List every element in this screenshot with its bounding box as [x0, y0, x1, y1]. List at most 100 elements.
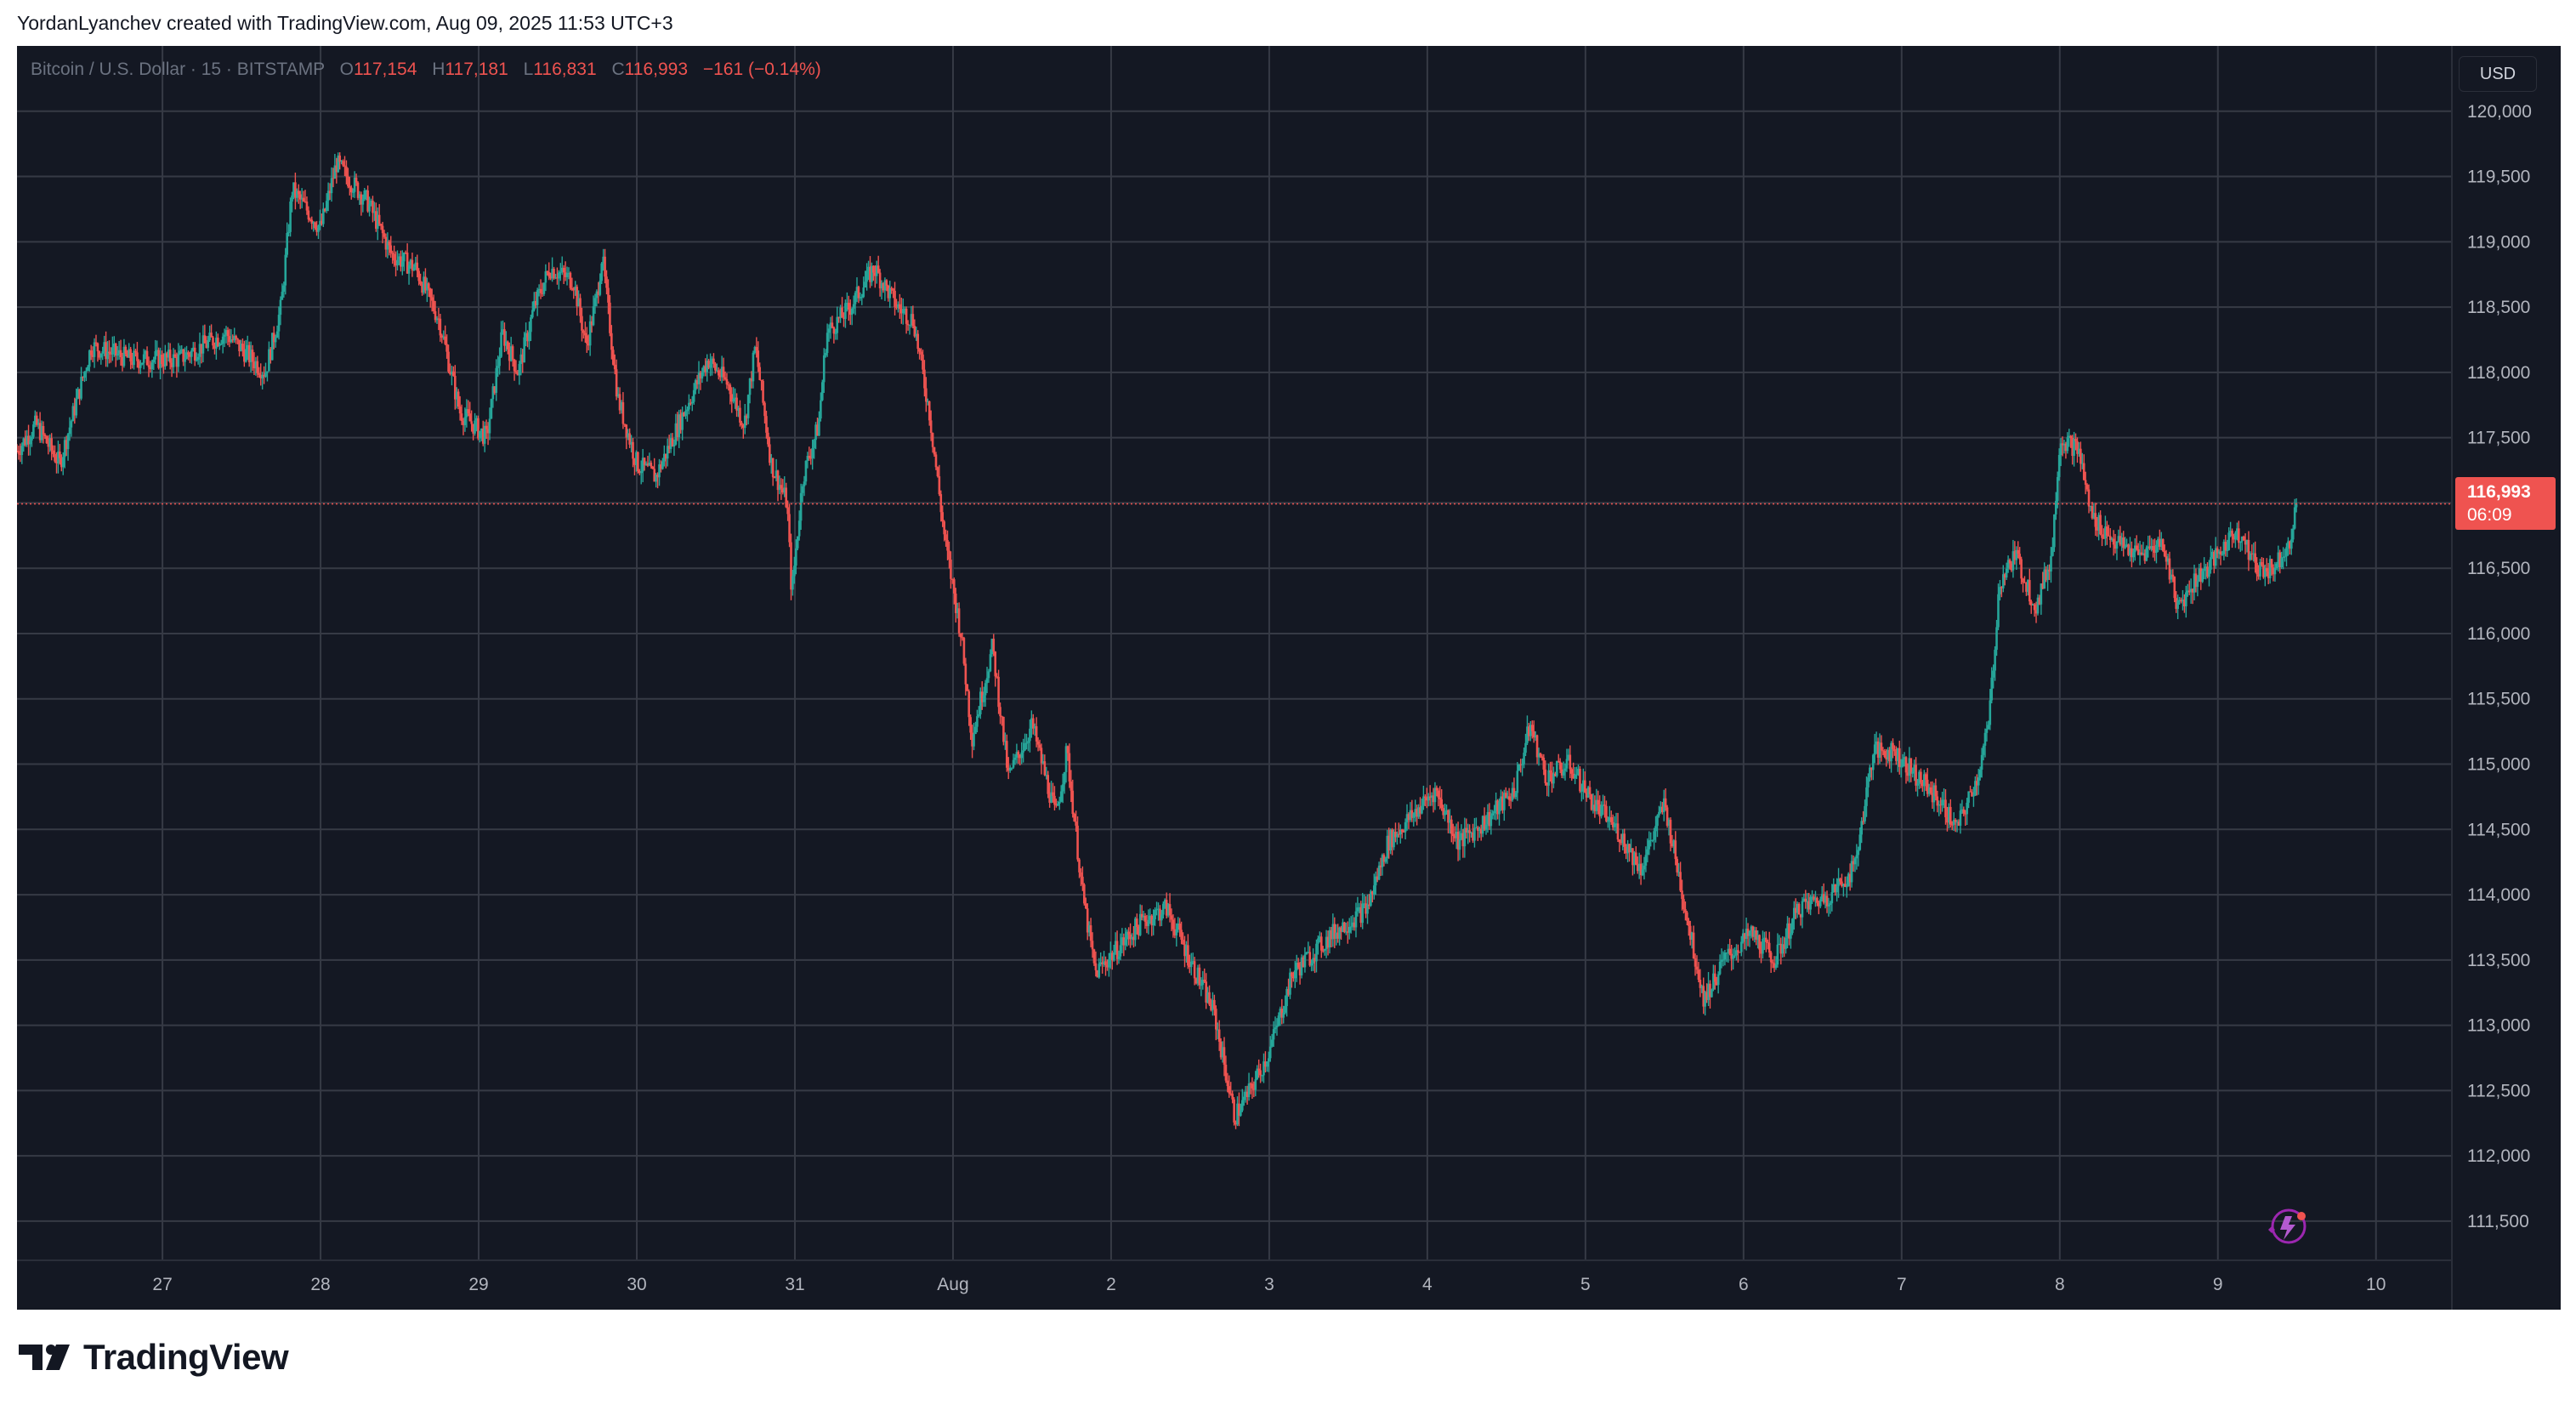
candle-body — [223, 334, 226, 337]
candle-body — [1792, 907, 1796, 919]
candle-body — [984, 683, 987, 696]
candle-body — [1131, 936, 1133, 940]
candle-body — [999, 707, 1001, 717]
candle-body — [785, 487, 787, 508]
candle-body — [740, 422, 743, 425]
candle-body — [797, 520, 801, 537]
chart-panel[interactable]: 111,500 112,000 112,500 113,000 113,500 114,0… — [17, 46, 2561, 1310]
candle-body — [739, 407, 741, 423]
candle-body — [1720, 959, 1723, 962]
candle-body — [1427, 796, 1430, 801]
candle-body — [379, 224, 383, 226]
candle-body — [445, 344, 448, 352]
candle-body — [1064, 746, 1068, 772]
candle-body — [1236, 1103, 1239, 1125]
candle-body — [638, 470, 641, 474]
candle-body — [931, 433, 934, 447]
candle-body — [1969, 791, 1972, 793]
candle-body — [75, 398, 78, 416]
candle-body — [1600, 804, 1603, 816]
candle-body — [1068, 753, 1071, 782]
candle-body — [760, 379, 763, 381]
candle-body — [1052, 792, 1054, 796]
candle-body — [576, 287, 578, 307]
candle-body — [1944, 799, 1947, 817]
candle-body — [1183, 944, 1186, 957]
candle-body — [179, 350, 182, 355]
candle-body — [114, 344, 117, 356]
candle-body — [2234, 532, 2237, 540]
candle-body — [1185, 945, 1188, 957]
candle-body — [1565, 759, 1569, 769]
candle-body — [1948, 806, 1950, 823]
candle-body — [386, 241, 389, 250]
candle-body — [767, 432, 769, 445]
candle-body — [1189, 961, 1193, 968]
currency-button[interactable]: USD — [2459, 56, 2537, 92]
candle-body — [1410, 810, 1414, 818]
candle-body — [801, 486, 804, 493]
candle-body — [1572, 773, 1575, 779]
candle-body — [1852, 861, 1855, 865]
candle-body — [1552, 773, 1555, 784]
candle-body — [872, 265, 875, 273]
symbol-name[interactable]: Bitcoin / U.S. Dollar · 15 · BITSTAMP — [31, 60, 325, 79]
candle-body — [959, 633, 962, 638]
candle-body — [1134, 918, 1137, 941]
price-axis-label: 113,500 — [2467, 951, 2530, 970]
candle-body — [1251, 1083, 1254, 1089]
candle-body — [1829, 903, 1832, 905]
candlestick-chart[interactable]: 111,500 112,000 112,500 113,000 113,500 114,0… — [17, 46, 2561, 1310]
candle-body — [419, 281, 422, 285]
candle-body — [500, 332, 502, 357]
candle-body — [506, 341, 509, 350]
candle-body — [1430, 795, 1433, 798]
candle-body — [1839, 878, 1841, 882]
candle-body — [821, 382, 824, 401]
candle-body — [1017, 752, 1020, 755]
candle-body — [1211, 999, 1214, 1010]
price-axis[interactable]: 111,500 112,000 112,500 113,000 113,500 114,0… — [2467, 102, 2532, 1231]
candle-body — [1300, 957, 1303, 975]
candle-body — [1257, 1068, 1260, 1071]
tradingview-brand[interactable]: TradingView — [19, 1337, 289, 1378]
candle-body — [2159, 538, 2161, 547]
candle-body — [416, 262, 419, 271]
candle-body — [2050, 555, 2052, 572]
candle-body — [2244, 540, 2247, 545]
candle-body — [1173, 929, 1177, 935]
time-axis[interactable]: 27 28 29 30 31 Aug 2 3 4 5 6 7 8 9 10 — [152, 1275, 2386, 1294]
candle-body — [2161, 538, 2165, 551]
candle-body — [755, 347, 758, 351]
candle-body — [1778, 943, 1781, 945]
candle-body — [315, 228, 318, 232]
candle-body — [1892, 742, 1894, 750]
candle-body — [126, 354, 129, 358]
candle-body — [694, 380, 697, 390]
candle-body — [897, 304, 899, 308]
candle-body — [1372, 885, 1376, 895]
candle-body — [370, 200, 372, 205]
candle-body — [215, 338, 218, 349]
candle-body — [530, 317, 532, 333]
candle-body — [676, 423, 679, 438]
candle-body — [1182, 939, 1184, 945]
candle-body — [824, 353, 827, 355]
candle-body — [110, 353, 112, 355]
candle-body — [2038, 597, 2041, 605]
ai-sparkle-icon[interactable] — [2268, 1208, 2306, 1244]
candle-body — [1681, 890, 1683, 900]
candle-body — [1707, 983, 1710, 1000]
candle-body — [681, 412, 684, 430]
candle-body — [2051, 547, 2054, 556]
candle-body — [1416, 809, 1418, 817]
price-axis-label: 120,000 — [2467, 102, 2532, 122]
candle-body — [1108, 958, 1110, 968]
candle-body — [1774, 964, 1778, 969]
candle-body — [1368, 904, 1370, 906]
candle-body — [752, 352, 755, 382]
candle-body — [82, 377, 84, 378]
candle-body — [1825, 895, 1829, 907]
candle-body — [1472, 832, 1474, 841]
candle-body — [780, 485, 783, 489]
